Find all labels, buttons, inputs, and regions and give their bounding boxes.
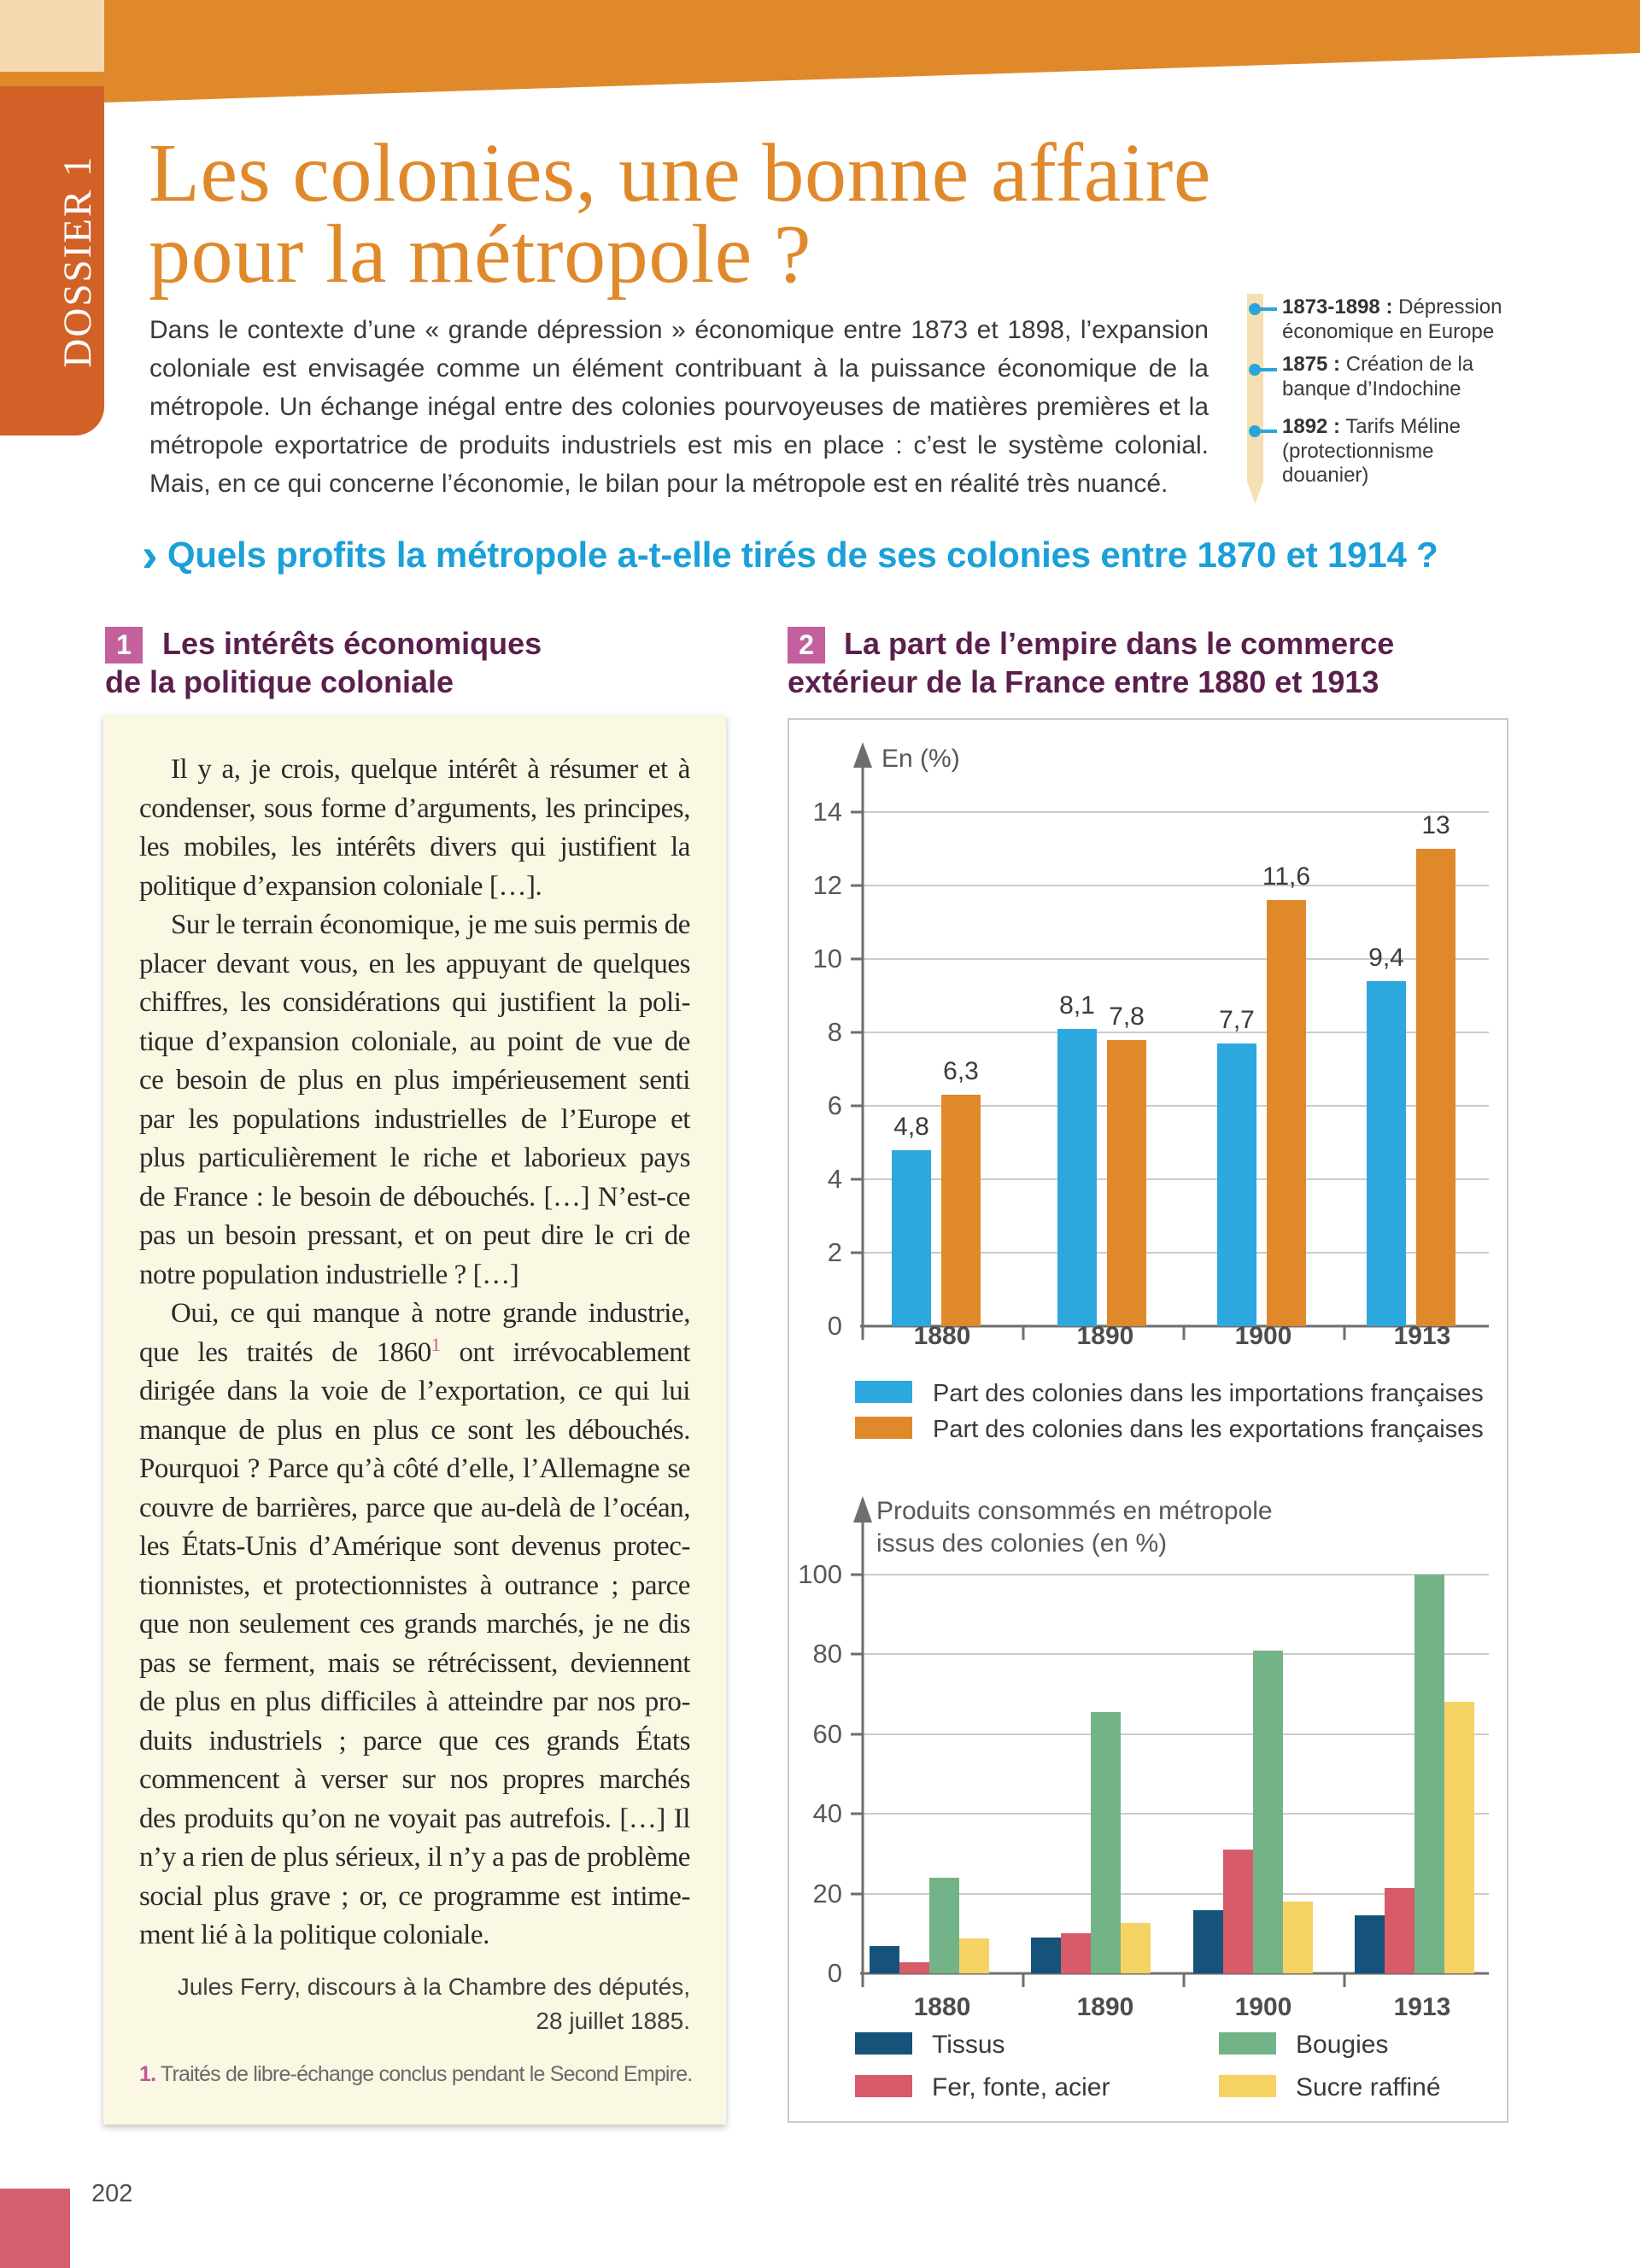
svg-text:100: 100 bbox=[798, 1559, 842, 1589]
svg-text:1880: 1880 bbox=[914, 1322, 971, 1350]
svg-text:10: 10 bbox=[813, 944, 842, 973]
svg-text:Produits consommés en métropol: Produits consommés en métropole bbox=[876, 1497, 1273, 1525]
svg-text:2: 2 bbox=[828, 1237, 842, 1267]
svg-text:issus des colonies (en %): issus des colonies (en %) bbox=[876, 1529, 1167, 1558]
svg-text:40: 40 bbox=[813, 1798, 842, 1828]
svg-text:1880: 1880 bbox=[914, 1993, 971, 2021]
svg-text:0: 0 bbox=[828, 1958, 842, 1988]
svg-text:Sucre raffiné: Sucre raffiné bbox=[1296, 2073, 1441, 2101]
svg-text:6: 6 bbox=[828, 1090, 842, 1120]
svg-text:4,8: 4,8 bbox=[893, 1113, 929, 1141]
svg-text:1913: 1913 bbox=[1394, 1993, 1451, 2021]
svg-text:20: 20 bbox=[813, 1879, 842, 1909]
svg-text:7,8: 7,8 bbox=[1109, 1002, 1145, 1031]
svg-text:1890: 1890 bbox=[1077, 1993, 1134, 2021]
svg-text:6,3: 6,3 bbox=[943, 1057, 979, 1085]
svg-text:Fer, fonte, acier: Fer, fonte, acier bbox=[932, 2073, 1110, 2101]
svg-text:8,1: 8,1 bbox=[1059, 991, 1095, 1020]
svg-text:0: 0 bbox=[828, 1311, 842, 1341]
svg-text:1913: 1913 bbox=[1394, 1322, 1451, 1350]
svg-text:Tissus: Tissus bbox=[932, 2031, 1005, 2059]
svg-text:Part des colonies dans les imp: Part des colonies dans les importations … bbox=[933, 1380, 1484, 1407]
svg-text:60: 60 bbox=[813, 1719, 842, 1749]
svg-text:9,4: 9,4 bbox=[1368, 944, 1404, 972]
svg-text:8: 8 bbox=[828, 1017, 842, 1047]
svg-text:1900: 1900 bbox=[1235, 1322, 1292, 1350]
svg-text:4: 4 bbox=[828, 1164, 842, 1194]
svg-text:13: 13 bbox=[1421, 811, 1450, 839]
svg-text:11,6: 11,6 bbox=[1262, 862, 1310, 891]
svg-text:80: 80 bbox=[813, 1639, 842, 1669]
svg-text:12: 12 bbox=[813, 870, 842, 900]
svg-text:7,7: 7,7 bbox=[1219, 1006, 1255, 1034]
svg-text:14: 14 bbox=[813, 797, 842, 827]
svg-text:Bougies: Bougies bbox=[1296, 2031, 1388, 2059]
svg-text:1890: 1890 bbox=[1077, 1322, 1134, 1350]
svg-text:1900: 1900 bbox=[1235, 1993, 1292, 2021]
svg-text:En (%): En (%) bbox=[882, 745, 960, 773]
svg-text:Part des colonies dans les exp: Part des colonies dans les exportations … bbox=[933, 1416, 1484, 1443]
